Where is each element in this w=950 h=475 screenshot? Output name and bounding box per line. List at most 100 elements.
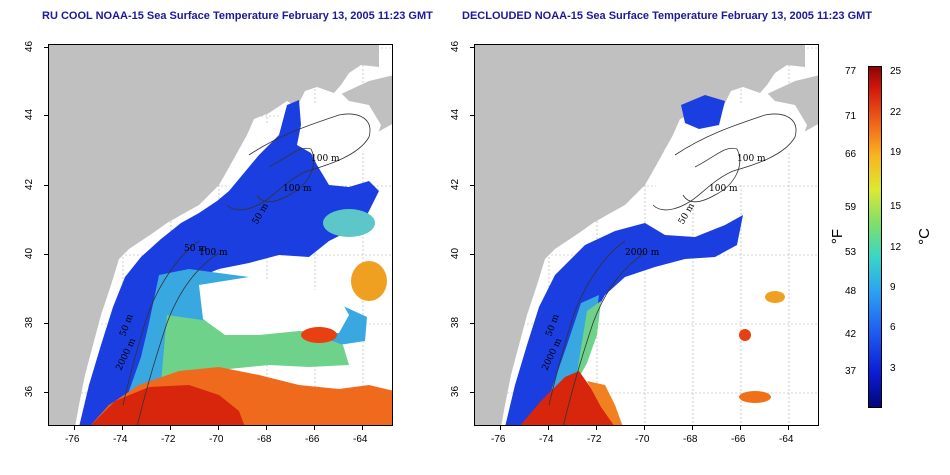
left-x-tick-label: -64 bbox=[353, 434, 368, 445]
right-x-tick-label: -66 bbox=[731, 434, 746, 445]
right-y-tick-mark bbox=[470, 323, 474, 324]
left-warm-patch bbox=[351, 261, 387, 301]
left-x-tick-label: -76 bbox=[65, 434, 80, 445]
left-x-tick-label: -72 bbox=[161, 434, 176, 445]
right-warm-eddy bbox=[739, 329, 751, 341]
left-y-tick-mark bbox=[44, 254, 48, 255]
left-x-tick-label: -68 bbox=[257, 434, 272, 445]
right-y-tick-mark bbox=[470, 254, 474, 255]
left-x-tick-mark bbox=[362, 426, 363, 430]
right-warm-patch bbox=[765, 291, 785, 303]
fahrenheit-tick-label: 71 bbox=[845, 111, 857, 122]
right-y-tick-mark bbox=[470, 392, 474, 393]
right-contour-label-2: 100 m bbox=[709, 184, 738, 194]
left-x-tick-mark bbox=[170, 426, 171, 430]
right-y-tick-mark bbox=[470, 47, 474, 48]
right-x-tick-mark bbox=[788, 426, 789, 430]
left-map-title: RU COOL NOAA-15 Sea Surface Temperature … bbox=[42, 10, 433, 22]
right-x-tick-label: -68 bbox=[683, 434, 698, 445]
celsius-tick-label: 3 bbox=[890, 363, 896, 374]
fahrenheit-unit-label: °F bbox=[829, 228, 847, 245]
left-y-tick-label: 38 bbox=[24, 316, 36, 329]
left-x-tick-label: -74 bbox=[113, 434, 128, 445]
left-offshore-cloud bbox=[199, 277, 349, 335]
right-x-tick-label: -76 bbox=[491, 434, 506, 445]
right-y-tick-mark bbox=[470, 185, 474, 186]
left-y-tick-label: 46 bbox=[24, 40, 36, 53]
left-contour-label-2: 100 m bbox=[283, 184, 312, 194]
fahrenheit-tick-label: 37 bbox=[845, 366, 857, 377]
left-cold-water bbox=[79, 100, 379, 425]
left-x-tick-label: -66 bbox=[305, 434, 320, 445]
celsius-tick-label: 22 bbox=[890, 107, 902, 118]
right-gulf-stream bbox=[520, 371, 617, 425]
right-x-tick-label: -64 bbox=[779, 434, 794, 445]
fahrenheit-tick-label: 77 bbox=[845, 66, 857, 77]
celsius-tick-label: 9 bbox=[890, 282, 896, 293]
celsius-tick-label: 15 bbox=[890, 201, 902, 212]
left-y-tick-label: 44 bbox=[24, 108, 36, 121]
right-contour-label-1: 100 m bbox=[737, 154, 766, 164]
left-contour-label-4: 50 m bbox=[184, 244, 207, 254]
left-east-patch bbox=[323, 209, 375, 237]
left-sst-map: 100 m 100 m 50 m 50 m 100 m 50 m 2000 m bbox=[48, 44, 393, 426]
right-y-tick-label: 44 bbox=[450, 108, 462, 121]
left-y-tick-mark bbox=[44, 323, 48, 324]
right-x-tick-mark bbox=[548, 426, 549, 430]
right-gulf-blue bbox=[681, 95, 725, 129]
right-y-tick-label: 36 bbox=[450, 385, 462, 398]
fahrenheit-tick-label: 42 bbox=[845, 329, 857, 340]
right-y-tick-label: 40 bbox=[450, 247, 462, 260]
left-contours bbox=[122, 113, 371, 425]
right-x-tick-mark bbox=[500, 426, 501, 430]
celsius-tick-label: 12 bbox=[890, 242, 902, 253]
right-sst-map: 100 m 100 m 50 m 2000 m 50 m 2000 m bbox=[474, 44, 819, 426]
right-map-graphic: 100 m 100 m 50 m 2000 m 50 m 2000 m bbox=[475, 45, 818, 425]
right-x-tick-mark bbox=[692, 426, 693, 430]
right-x-tick-mark bbox=[596, 426, 597, 430]
left-y-tick-label: 36 bbox=[24, 385, 36, 398]
left-x-tick-mark bbox=[218, 426, 219, 430]
left-x-tick-mark bbox=[74, 426, 75, 430]
fahrenheit-tick-label: 59 bbox=[845, 202, 857, 213]
left-gulf-stream-core bbox=[91, 385, 245, 425]
right-contour-label-4: 2000 m bbox=[625, 248, 660, 258]
right-y-tick-label: 42 bbox=[450, 178, 462, 191]
left-contour-label-5: 100 m bbox=[199, 248, 228, 258]
celsius-tick-label: 6 bbox=[890, 322, 896, 333]
right-contours bbox=[548, 113, 797, 425]
right-warm-patch-south bbox=[739, 391, 771, 403]
left-y-tick-mark bbox=[44, 392, 48, 393]
celsius-unit-label: °C bbox=[915, 228, 933, 245]
fahrenheit-tick-label: 48 bbox=[845, 286, 857, 297]
right-y-tick-label: 46 bbox=[450, 40, 462, 53]
celsius-tick-label: 25 bbox=[890, 66, 902, 77]
right-x-tick-label: -70 bbox=[635, 434, 650, 445]
right-gulf-cloud bbox=[655, 93, 807, 207]
right-gulf-stream-edge bbox=[587, 381, 623, 425]
temperature-colorbar bbox=[868, 66, 882, 408]
left-y-tick-mark bbox=[44, 47, 48, 48]
right-x-tick-label: -74 bbox=[539, 434, 554, 445]
right-y-tick-label: 38 bbox=[450, 316, 462, 329]
right-map-title: DECLOUDED NOAA-15 Sea Surface Temperatur… bbox=[462, 10, 873, 22]
right-x-tick-label: -72 bbox=[587, 434, 602, 445]
left-x-tick-mark bbox=[122, 426, 123, 430]
left-map-graphic: 100 m 100 m 50 m 50 m 100 m 50 m 2000 m bbox=[49, 45, 392, 425]
celsius-tick-label: 19 bbox=[890, 147, 902, 158]
left-y-tick-mark bbox=[44, 115, 48, 116]
right-x-tick-mark bbox=[644, 426, 645, 430]
left-warm-eddy bbox=[301, 327, 337, 343]
right-x-tick-mark bbox=[740, 426, 741, 430]
fahrenheit-tick-label: 66 bbox=[845, 149, 857, 160]
left-x-tick-mark bbox=[314, 426, 315, 430]
fahrenheit-tick-label: 53 bbox=[845, 247, 857, 258]
left-x-tick-mark bbox=[266, 426, 267, 430]
left-land-mass bbox=[49, 45, 379, 425]
left-x-tick-label: -70 bbox=[209, 434, 224, 445]
right-green-patch bbox=[575, 301, 601, 385]
left-y-tick-mark bbox=[44, 185, 48, 186]
right-land-mass bbox=[475, 45, 805, 425]
right-y-tick-mark bbox=[470, 115, 474, 116]
left-contour-label-1: 100 m bbox=[311, 154, 340, 164]
